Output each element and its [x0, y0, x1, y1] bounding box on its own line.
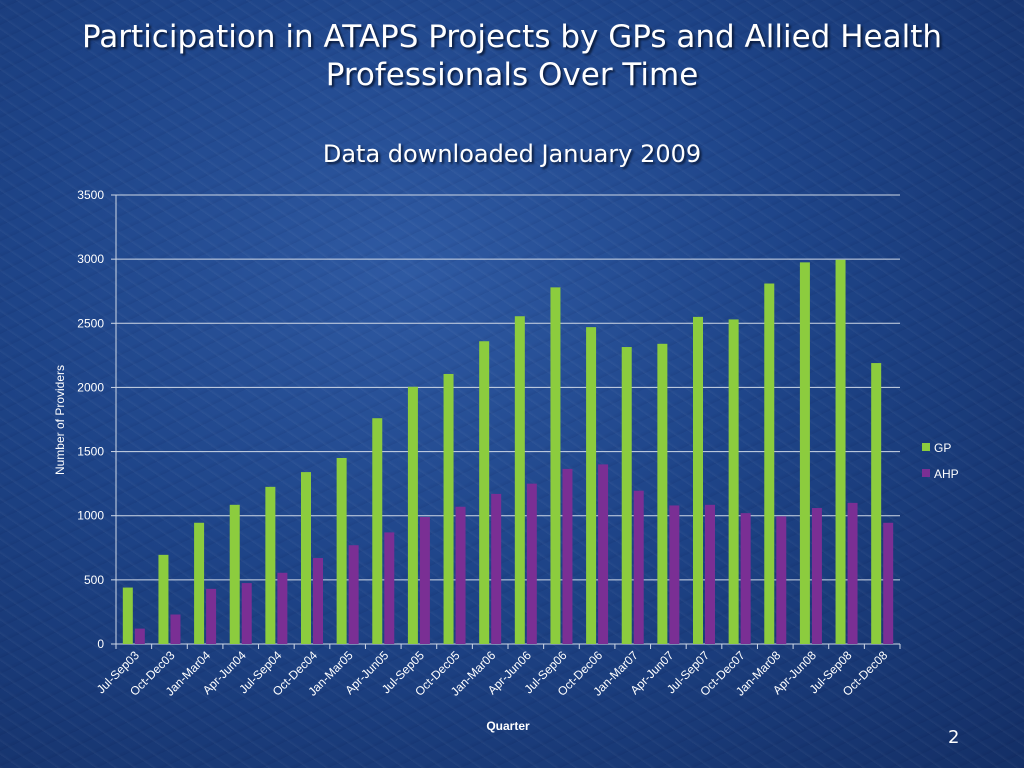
- y-tick-label: 3000: [77, 252, 104, 266]
- bar-ahp: [384, 532, 395, 644]
- bar-ahp: [134, 628, 145, 644]
- bar-gp: [229, 504, 240, 644]
- y-tick-label: 1500: [77, 445, 104, 459]
- bar-ahp: [348, 545, 359, 644]
- bar-gp: [550, 287, 561, 644]
- bar-ahp: [811, 508, 822, 644]
- y-tick-label: 0: [97, 637, 104, 651]
- bar-ahp: [206, 588, 217, 644]
- bar-ahp: [455, 506, 466, 644]
- bar-gp: [372, 418, 383, 644]
- bar-ahp: [776, 516, 787, 644]
- bar-ahp: [847, 502, 858, 644]
- y-tick-label: 500: [84, 573, 104, 587]
- bar-ahp: [740, 513, 751, 644]
- bar-ahp: [883, 522, 894, 644]
- bar-gp: [621, 347, 632, 644]
- bar-gp: [657, 343, 668, 644]
- bar-ahp: [705, 504, 715, 644]
- slide-subtitle: Data downloaded January 2009: [322, 140, 702, 168]
- legend-swatch-ahp: [922, 469, 930, 477]
- bar-gp: [728, 319, 739, 644]
- y-tick-label: 2000: [77, 380, 104, 394]
- bar-gp: [835, 259, 846, 644]
- bar-gp: [479, 341, 490, 644]
- bar-ahp: [526, 483, 537, 644]
- bar-ahp: [598, 464, 609, 644]
- bar-gp: [336, 457, 347, 644]
- y-tick-label: 1000: [77, 509, 104, 523]
- bar-gp: [301, 472, 311, 644]
- bar-ahp: [562, 468, 573, 644]
- slide-title: Participation in ATAPS Projects by GPs a…: [82, 19, 942, 93]
- y-tick-label: 3500: [77, 188, 104, 202]
- bar-gp: [871, 363, 882, 644]
- bar-ahp: [669, 505, 680, 644]
- bar-ahp: [170, 614, 181, 644]
- bar-gp: [407, 386, 418, 644]
- bar-gp: [122, 587, 133, 644]
- bar-gp: [764, 283, 775, 644]
- bar-gp: [194, 522, 205, 644]
- bar-ahp: [241, 583, 252, 644]
- y-axis-title: Number of Providers: [53, 365, 67, 475]
- bar-ahp: [633, 490, 644, 644]
- bar-gp: [514, 316, 525, 644]
- bar-gp: [158, 554, 169, 644]
- bar-ahp: [491, 493, 502, 644]
- page-number: 2: [948, 727, 960, 748]
- legend-label-ahp: AHP: [934, 467, 959, 481]
- bar-gp: [799, 262, 810, 644]
- bar-ahp: [313, 558, 323, 644]
- bar-gp: [443, 373, 454, 644]
- bar-gp: [693, 316, 703, 644]
- y-tick-label: 2500: [77, 316, 104, 330]
- x-axis-title: Quarter: [486, 719, 530, 733]
- bar-gp: [586, 327, 597, 644]
- legend-label-gp: GP: [934, 441, 951, 455]
- legend-swatch-gp: [922, 443, 930, 451]
- bar-gp: [265, 486, 276, 644]
- bar-ahp: [419, 516, 430, 644]
- bar-ahp: [277, 572, 288, 644]
